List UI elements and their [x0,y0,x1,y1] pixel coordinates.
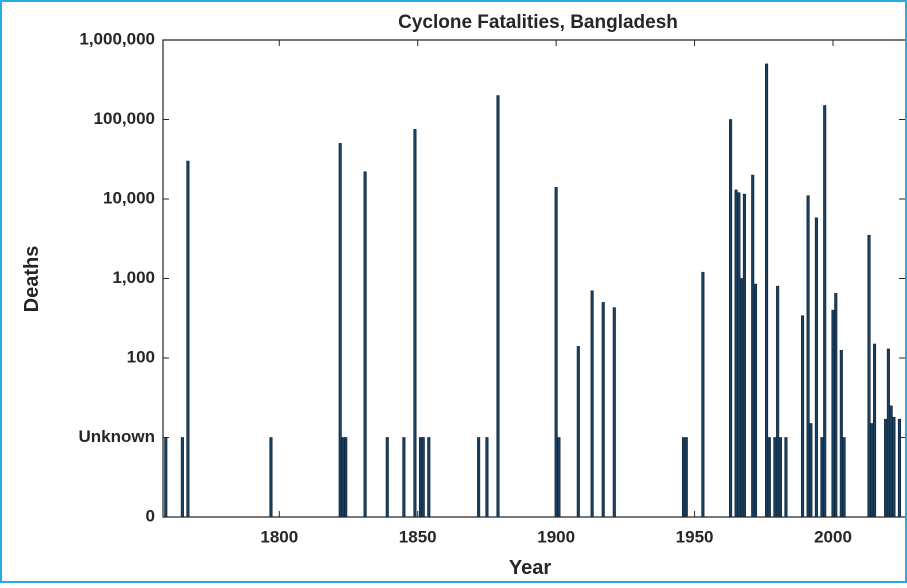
bar [485,437,489,518]
x-tick-label: 1950 [676,527,714,546]
bar [740,278,744,518]
bar [778,437,782,518]
bar [576,346,580,518]
bar [413,129,417,518]
y-tick-label: 1,000,000 [79,29,155,48]
bar [612,307,616,518]
bar [773,437,777,518]
bar [884,418,888,518]
bar [839,349,843,518]
bar [557,437,561,518]
bar [418,437,423,518]
bar [897,418,902,518]
bar [421,437,425,518]
bar [737,192,741,518]
bar [180,437,184,518]
x-axis-label: Year [509,557,551,579]
bar [814,217,818,518]
x-tick-label: 1850 [399,527,437,546]
bar [363,171,367,518]
bar [753,283,758,518]
bar [831,309,835,518]
bar [765,63,769,518]
bar [186,160,190,518]
bar [776,285,780,518]
y-tick-label: 1,000 [112,268,155,287]
bar [820,437,824,518]
bar [601,302,605,518]
bar [834,293,838,518]
bar [341,437,345,518]
bar [477,437,481,518]
chart-title: Cyclone Fatalities, Bangladesh [398,12,678,33]
bar [870,423,874,518]
bar [554,187,558,518]
bar [886,348,890,518]
bar [338,143,342,518]
bar [590,290,594,518]
x-tick-label: 1800 [260,527,298,546]
bar [344,437,348,518]
bar [809,423,813,518]
y-tick-label: 100,000 [94,109,155,128]
axes-frame [162,39,905,518]
bar [385,437,389,518]
bar [842,437,846,518]
bar [742,193,746,518]
bar [427,437,431,518]
bar [681,437,686,518]
y-axis-label: Deaths [21,246,43,313]
bar [496,95,500,518]
bar [867,234,871,518]
y-tick-label: 10,000 [103,188,155,207]
bar [751,174,755,518]
bar [164,437,168,518]
bar [784,437,788,518]
y-tick-label: 100 [127,347,155,366]
y-tick-label: Unknown [79,427,156,446]
x-tick-label: 2000 [814,527,852,546]
bar [701,271,705,518]
bar [892,416,896,518]
bar [269,437,273,518]
bar [684,437,688,518]
x-tick-label: 1900 [537,527,575,546]
bar [806,195,810,518]
y-tick-label: 0 [146,506,155,525]
bar [823,105,827,518]
bar [734,189,738,518]
bar [889,405,893,518]
bar [872,343,877,518]
bar [767,437,771,518]
bar [729,119,733,518]
bar [801,315,805,518]
bar [402,437,406,518]
